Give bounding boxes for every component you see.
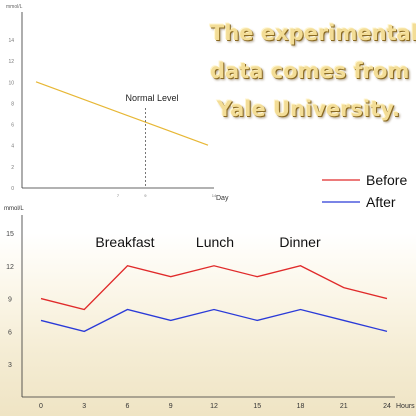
- y-tick-label: 9: [8, 297, 12, 304]
- meal-annotation-dinner: Dinner: [279, 234, 321, 250]
- x-tick-label: 14: [212, 193, 217, 198]
- y-tick-label: 4: [11, 144, 14, 150]
- y-axis-label: mmol/L: [4, 206, 24, 212]
- y-tick-label: 2: [11, 165, 14, 171]
- x-tick-label: 6: [126, 403, 130, 410]
- meal-annotation-breakfast: Breakfast: [95, 234, 154, 250]
- normal-level-annotation: Normal Level: [125, 93, 178, 103]
- y-tick-label: 0: [11, 186, 14, 192]
- x-tick-label: 9: [169, 403, 173, 410]
- meal-annotation-lunch: Lunch: [196, 234, 234, 250]
- x-tick-label: 15: [253, 403, 261, 410]
- y-tick-label: 3: [8, 362, 12, 369]
- x-tick-label: 24: [383, 403, 391, 410]
- headline-line-2: data comes from: [210, 59, 410, 83]
- x-tick-label: 21: [340, 403, 348, 410]
- series-line-after: [40, 308, 388, 333]
- legend-label-before: Before: [366, 172, 407, 188]
- headline-line-1: The experimental: [210, 21, 416, 45]
- normal-level-chart: mmol/L Day 0 2 4 6 8 10 12 14 7 9 14 Normal Level: [6, 4, 229, 202]
- glucose-chart: Before After mmol/L Hours 3 6 9 12 15 0 3 6 9 12 15 18 2…: [4, 172, 415, 410]
- x-axis-label: Hours: [396, 403, 415, 410]
- y-axis-label: mmol/L: [6, 4, 23, 10]
- x-tick-label: 18: [297, 403, 305, 410]
- y-tick-label: 8: [11, 101, 14, 107]
- legend-label-after: After: [366, 194, 396, 210]
- series-line-before: [40, 265, 388, 311]
- x-axis-label: Day: [216, 195, 229, 202]
- y-tick-label: 10: [8, 80, 14, 86]
- y-tick-label: 14: [8, 38, 14, 44]
- x-tick-label: 12: [210, 403, 218, 410]
- headline: The experimental data comes from Yale Un…: [210, 14, 416, 128]
- y-tick-label: 6: [8, 329, 12, 336]
- x-tick-label: 0: [39, 403, 43, 410]
- x-tick-label: 9: [144, 193, 147, 198]
- y-tick-label: 12: [6, 264, 14, 271]
- x-tick-label: 3: [82, 403, 86, 410]
- y-tick-label: 6: [11, 123, 14, 129]
- y-tick-label: 12: [8, 59, 14, 65]
- x-tick-label: 7: [117, 193, 120, 198]
- y-tick-label: 15: [6, 231, 14, 238]
- normal-level-line: [35, 81, 209, 146]
- headline-line-3: Yale University.: [216, 97, 400, 121]
